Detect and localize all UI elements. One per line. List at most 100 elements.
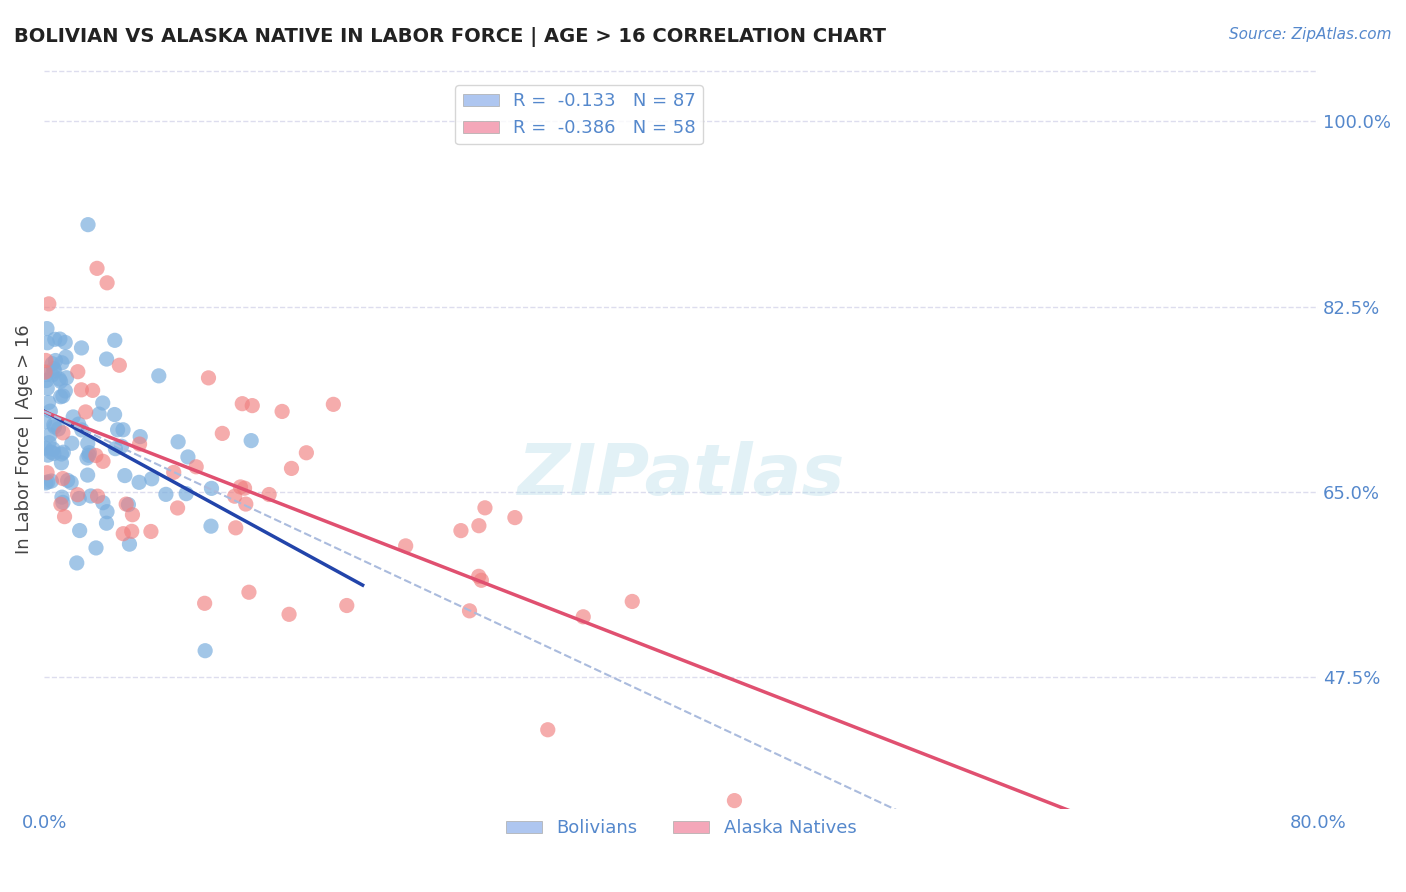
Point bbox=[44, 419, 66, 434]
Point bbox=[51, 356, 73, 370]
Legend: Bolivians, Alaska Natives: Bolivians, Alaska Natives bbox=[498, 812, 863, 845]
Point bbox=[56, 474, 79, 488]
Point bbox=[39, 428, 62, 442]
Point bbox=[104, 334, 127, 348]
Point bbox=[42, 361, 65, 376]
Point bbox=[37, 475, 59, 489]
Point bbox=[104, 408, 127, 422]
Point bbox=[55, 350, 77, 364]
Point bbox=[89, 407, 111, 421]
Point bbox=[211, 426, 233, 441]
Text: BOLIVIAN VS ALASKA NATIVE IN LABOR FORCE | AGE > 16 CORRELATION CHART: BOLIVIAN VS ALASKA NATIVE IN LABOR FORCE… bbox=[14, 27, 886, 46]
Point bbox=[35, 374, 58, 388]
Point bbox=[141, 472, 163, 486]
Point bbox=[503, 510, 526, 524]
Point bbox=[77, 218, 100, 232]
Point bbox=[37, 448, 59, 462]
Point bbox=[177, 450, 200, 464]
Point bbox=[163, 466, 186, 480]
Point bbox=[271, 404, 294, 418]
Point bbox=[166, 500, 188, 515]
Point bbox=[52, 389, 75, 403]
Point bbox=[148, 368, 170, 383]
Point bbox=[108, 358, 131, 372]
Point bbox=[66, 365, 89, 379]
Point bbox=[82, 384, 104, 398]
Point bbox=[49, 332, 72, 346]
Point bbox=[51, 447, 73, 461]
Point bbox=[53, 384, 76, 398]
Point bbox=[76, 468, 98, 483]
Point bbox=[62, 409, 84, 424]
Point bbox=[84, 449, 107, 463]
Point bbox=[128, 475, 150, 490]
Point bbox=[96, 516, 118, 531]
Point bbox=[42, 442, 65, 456]
Point bbox=[84, 541, 107, 555]
Point bbox=[238, 585, 260, 599]
Point bbox=[229, 480, 252, 494]
Point bbox=[200, 519, 222, 533]
Y-axis label: In Labor Force | Age > 16: In Labor Force | Age > 16 bbox=[15, 324, 32, 554]
Point bbox=[96, 505, 118, 519]
Point bbox=[225, 521, 247, 535]
Point bbox=[336, 599, 359, 613]
Point bbox=[51, 456, 73, 470]
Point bbox=[174, 486, 197, 500]
Point bbox=[450, 524, 472, 538]
Point bbox=[395, 539, 418, 553]
Point bbox=[115, 497, 138, 511]
Point bbox=[86, 489, 108, 503]
Point bbox=[49, 375, 72, 389]
Point bbox=[224, 489, 246, 503]
Point bbox=[114, 468, 136, 483]
Point bbox=[70, 423, 93, 437]
Point bbox=[44, 332, 66, 346]
Point bbox=[112, 423, 135, 437]
Point bbox=[52, 425, 75, 440]
Point bbox=[38, 395, 60, 409]
Point bbox=[42, 417, 65, 432]
Point bbox=[278, 607, 301, 622]
Point bbox=[42, 446, 65, 460]
Point bbox=[41, 357, 63, 371]
Point bbox=[75, 405, 97, 419]
Point bbox=[231, 397, 253, 411]
Point bbox=[41, 474, 63, 488]
Point bbox=[233, 481, 256, 495]
Point bbox=[118, 537, 141, 551]
Point bbox=[34, 415, 56, 429]
Point bbox=[194, 643, 217, 657]
Text: ZIPatlas: ZIPatlas bbox=[517, 442, 845, 510]
Point bbox=[70, 341, 93, 355]
Point bbox=[235, 497, 257, 511]
Point bbox=[197, 371, 219, 385]
Point bbox=[467, 569, 489, 583]
Point bbox=[121, 508, 143, 522]
Point bbox=[77, 448, 100, 462]
Point bbox=[35, 475, 58, 490]
Point bbox=[44, 353, 66, 368]
Point bbox=[41, 368, 63, 382]
Point bbox=[280, 461, 302, 475]
Point bbox=[34, 441, 56, 455]
Point bbox=[723, 794, 745, 808]
Point bbox=[194, 596, 217, 610]
Point bbox=[257, 487, 280, 501]
Point bbox=[69, 524, 91, 538]
Point bbox=[34, 365, 56, 379]
Point bbox=[91, 496, 114, 510]
Point bbox=[200, 482, 222, 496]
Point bbox=[53, 509, 76, 524]
Point bbox=[49, 390, 72, 404]
Point bbox=[129, 429, 152, 443]
Point bbox=[76, 436, 98, 450]
Point bbox=[38, 297, 60, 311]
Point bbox=[48, 372, 70, 386]
Point bbox=[128, 437, 150, 451]
Point bbox=[48, 422, 70, 436]
Point bbox=[79, 445, 101, 459]
Point bbox=[67, 417, 90, 431]
Point bbox=[240, 434, 263, 448]
Point bbox=[35, 321, 58, 335]
